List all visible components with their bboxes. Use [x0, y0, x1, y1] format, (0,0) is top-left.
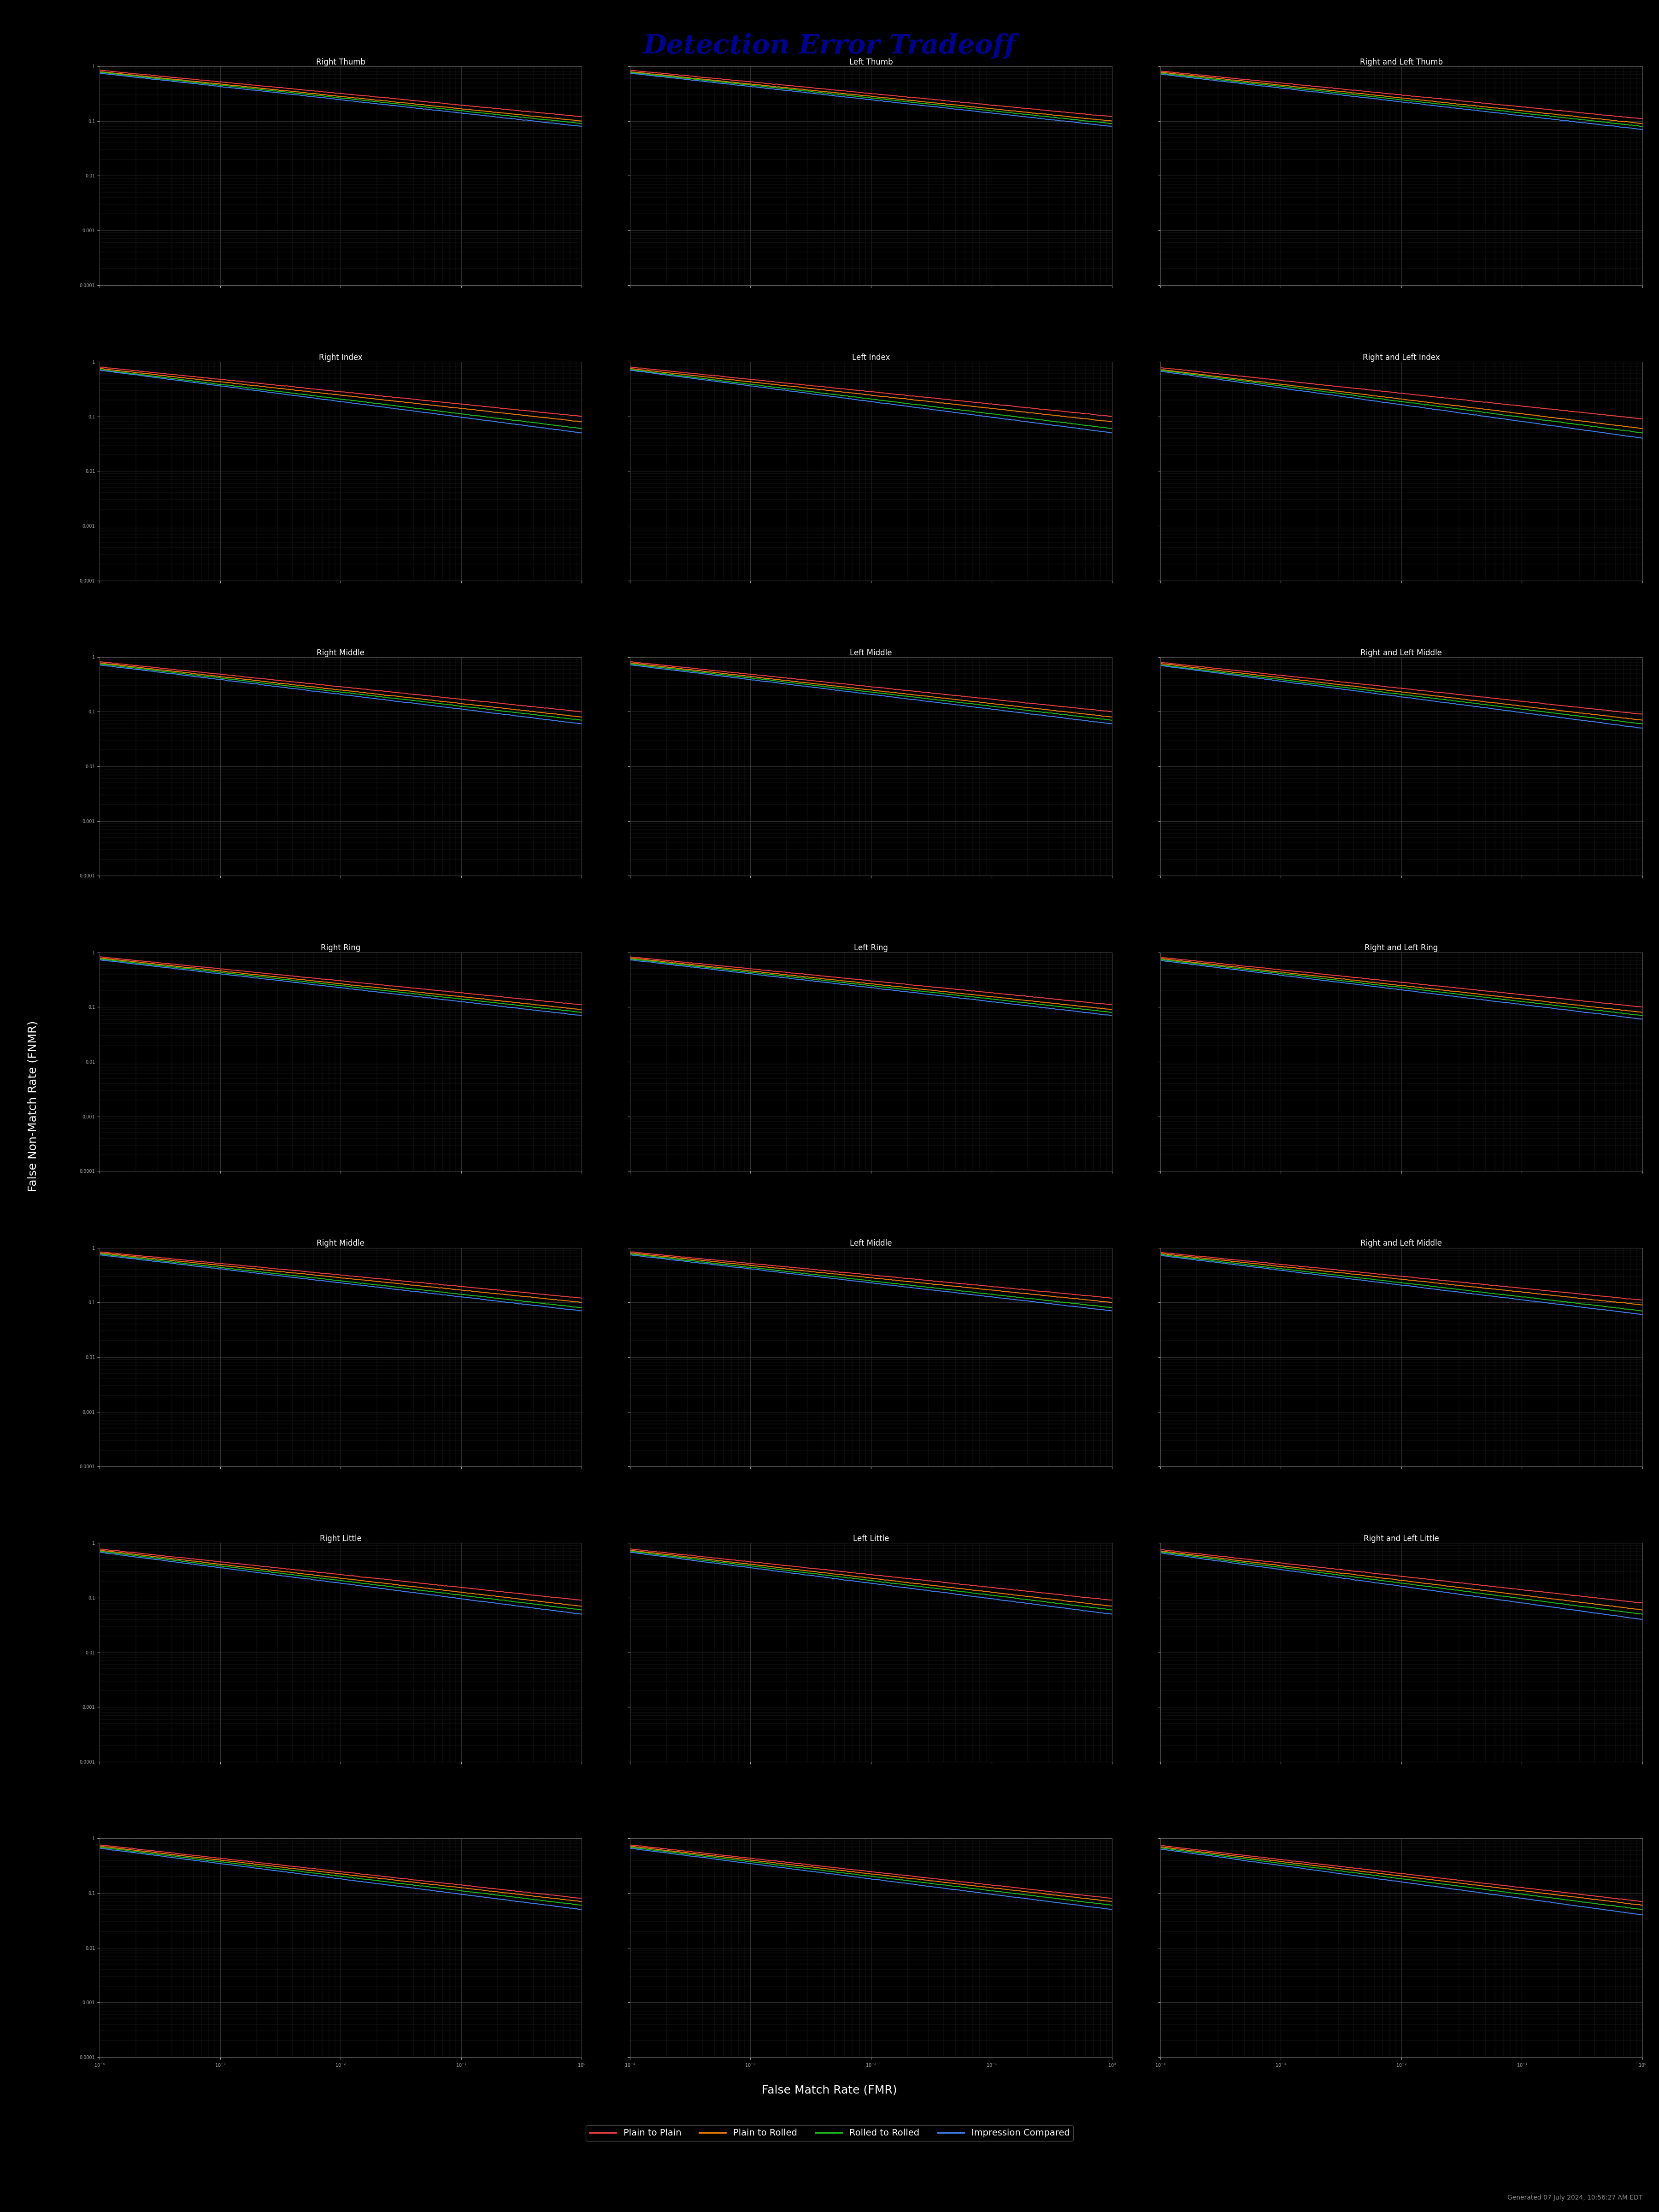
Title: Right Ring: Right Ring — [320, 945, 360, 953]
Title: Right Little: Right Little — [320, 1535, 362, 1544]
Title: Right and Left Little: Right and Left Little — [1364, 1535, 1438, 1544]
Title: Left Middle: Left Middle — [849, 1239, 893, 1248]
Legend: Plain to Plain, Plain to Rolled, Rolled to Rolled, Impression Compared: Plain to Plain, Plain to Rolled, Rolled … — [586, 2126, 1073, 2141]
Title: Right and Left Thumb: Right and Left Thumb — [1360, 58, 1443, 66]
Title: Left Little: Left Little — [853, 1535, 889, 1544]
Title: Left Index: Left Index — [853, 354, 889, 361]
Title: Left Ring: Left Ring — [854, 945, 888, 953]
Title: Left Thumb: Left Thumb — [849, 58, 893, 66]
Text: False Non-Match Rate (FNMR): False Non-Match Rate (FNMR) — [28, 1020, 38, 1192]
Title: Left Middle: Left Middle — [849, 648, 893, 657]
Title: Right and Left Middle: Right and Left Middle — [1360, 648, 1442, 657]
Text: Detection Error Tradeoff: Detection Error Tradeoff — [644, 33, 1015, 60]
Title: Right and Left Index: Right and Left Index — [1362, 354, 1440, 361]
Title: Right and Left Ring: Right and Left Ring — [1365, 945, 1438, 953]
Title: Right Thumb: Right Thumb — [315, 58, 365, 66]
Title: Right Middle: Right Middle — [317, 1239, 365, 1248]
Title: Right Index: Right Index — [319, 354, 362, 361]
Text: False Match Rate (FMR): False Match Rate (FMR) — [761, 2084, 898, 2097]
Title: Right Middle: Right Middle — [317, 648, 365, 657]
Text: Generated 07 July 2024, 10:56:27 AM EDT: Generated 07 July 2024, 10:56:27 AM EDT — [1508, 2194, 1642, 2201]
Title: Right and Left Middle: Right and Left Middle — [1360, 1239, 1442, 1248]
